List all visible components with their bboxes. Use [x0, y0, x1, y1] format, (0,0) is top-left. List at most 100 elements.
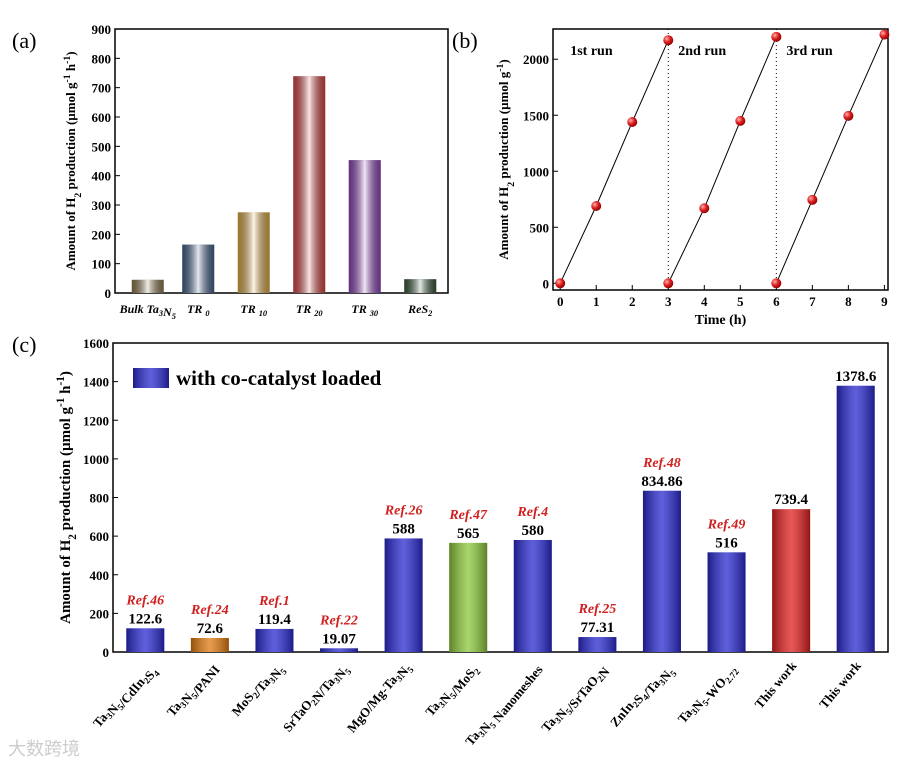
b-ylabel: Amount of H2 production (µmol g-1)	[495, 59, 517, 260]
c-legend-swatch-shine	[133, 368, 169, 388]
a-ytick-label: 300	[92, 198, 112, 213]
c-ytick-label: 200	[90, 606, 110, 621]
b-run-label: 3rd run	[786, 44, 833, 59]
chart-b: 0 500 1000 1500 2000 0 1 2 3 4 5 6 7 8 9 Time (h) Amount…	[495, 28, 890, 328]
c-data-label: 77.31	[581, 620, 615, 636]
b-ytick-label: 2000	[523, 52, 549, 67]
b-point	[879, 29, 890, 40]
c-data-label: 565	[457, 526, 480, 542]
c-data-label: 119.4	[258, 612, 291, 628]
c-data-label: 122.6	[128, 611, 162, 627]
b-run-label: 1st run	[570, 44, 613, 59]
watermark: 大数跨境	[8, 739, 80, 760]
b-xlabel: Time (h)	[695, 313, 747, 328]
panel-b-label: (b)	[452, 28, 478, 53]
c-legend-label: with co-catalyst loaded	[176, 366, 382, 390]
b-series-line	[667, 36, 777, 284]
b-xtick-label: 9	[881, 294, 888, 309]
a-frame	[114, 28, 449, 294]
b-ytick-label: 1000	[523, 164, 549, 179]
c-bar-shine	[449, 542, 488, 652]
c-bar-shine	[320, 648, 359, 652]
b-xtick-label: 4	[701, 294, 708, 309]
b-point	[843, 110, 854, 121]
b-xtick-label: 1	[593, 294, 600, 309]
a-bar-shine	[348, 160, 381, 293]
a-ytick-label: 500	[92, 139, 112, 154]
c-ytick-label: 1600	[83, 336, 109, 351]
b-point	[771, 278, 782, 289]
c-data-label: 588	[392, 521, 415, 537]
b-point	[555, 278, 566, 289]
a-xtick-label: Bulk Ta3N5	[119, 302, 176, 321]
c-xtick-label: This work	[751, 658, 799, 712]
c-xtick-label: MoS2/Ta3N5	[228, 658, 289, 724]
b-point	[771, 31, 782, 42]
c-ytick-label: 1200	[83, 413, 109, 428]
panel-a-label: (a)	[12, 28, 36, 53]
a-xtick-label: ReS2	[407, 302, 432, 318]
b-ytick-label: 0	[543, 276, 550, 291]
a-xtick-label: TR 30	[351, 302, 379, 318]
b-point	[807, 194, 818, 205]
b-xtick-label: 2	[629, 294, 636, 309]
c-ytick-label: 600	[90, 529, 110, 544]
b-point	[663, 35, 674, 46]
c-data-label: 739.4	[774, 492, 808, 508]
c-data-label: 580	[522, 523, 545, 539]
b-frame	[552, 28, 889, 291]
c-ref-label: Ref.24	[190, 603, 229, 618]
a-ylabel: Amount of H2 production (µmol g-1 h-1)	[62, 51, 84, 270]
b-point	[663, 278, 674, 289]
a-ytick-label: 100	[92, 257, 112, 272]
c-ref-label: Ref.49	[707, 517, 746, 532]
a-ytick-label: 900	[92, 22, 112, 37]
c-ref-label: Ref.48	[642, 456, 681, 471]
c-bar-shine	[384, 538, 423, 652]
c-bar-shine	[255, 628, 294, 652]
b-xtick-label: 5	[737, 294, 744, 309]
c-xtick-label: This work	[816, 658, 864, 712]
a-bar-shine	[131, 279, 164, 293]
b-xtick-label: 6	[773, 294, 780, 309]
a-bar-shine	[237, 212, 270, 293]
c-xtick-label: Ta3N5/CdIn2S4	[90, 658, 162, 737]
b-series-line	[559, 40, 669, 284]
a-bar-shine	[404, 279, 437, 293]
c-ytick-label: 1400	[83, 375, 109, 390]
a-ytick-label: 600	[92, 110, 112, 125]
a-ytick-label: 700	[92, 81, 112, 96]
c-xtick-label: Ta3N5-WO2.72	[675, 658, 742, 731]
c-data-label: 1378.6	[835, 369, 877, 385]
c-ref-label: Ref.4	[516, 505, 548, 520]
c-ytick-label: 800	[90, 491, 110, 506]
b-point	[699, 203, 710, 214]
c-xtick-label: Ta3N5/SrTaO2N	[538, 658, 613, 741]
a-ytick-label: 800	[92, 51, 112, 66]
b-ytick-label: 500	[530, 220, 550, 235]
c-ylabel: Amount of H2 production (µmol g-1 h-1)	[55, 371, 79, 624]
chart-a: 0 100 200 300 400 500 600 700 800 900 Amount of H2…	[62, 22, 449, 321]
a-bar-shine	[182, 244, 215, 293]
c-xtick-label: Ta3N5/PANI	[164, 658, 223, 723]
a-ytick-label: 0	[105, 286, 112, 301]
a-ytick-label: 400	[92, 169, 112, 184]
c-bar-shine	[190, 637, 229, 652]
c-ref-label: Ref.47	[448, 508, 488, 523]
b-xtick-label: 0	[557, 294, 564, 309]
c-xtick-label: Ta3N5/MoS2	[422, 658, 483, 724]
c-data-label: 72.6	[197, 621, 224, 637]
c-ytick-label: 1000	[83, 452, 109, 467]
c-bar-shine	[772, 509, 811, 652]
c-ytick-label: 400	[90, 568, 110, 583]
c-data-label: 516	[715, 535, 738, 551]
b-point	[627, 116, 638, 127]
chart-c: 0 200 400 600 800 1000 1200 1400 1600 Amount of H…	[55, 336, 889, 748]
c-bar-shine	[836, 385, 875, 652]
c-ref-label: Ref.25	[578, 602, 617, 617]
b-point	[591, 200, 602, 211]
c-bar-shine	[578, 637, 617, 652]
b-xtick-label: 3	[665, 294, 672, 309]
b-point	[735, 115, 746, 126]
